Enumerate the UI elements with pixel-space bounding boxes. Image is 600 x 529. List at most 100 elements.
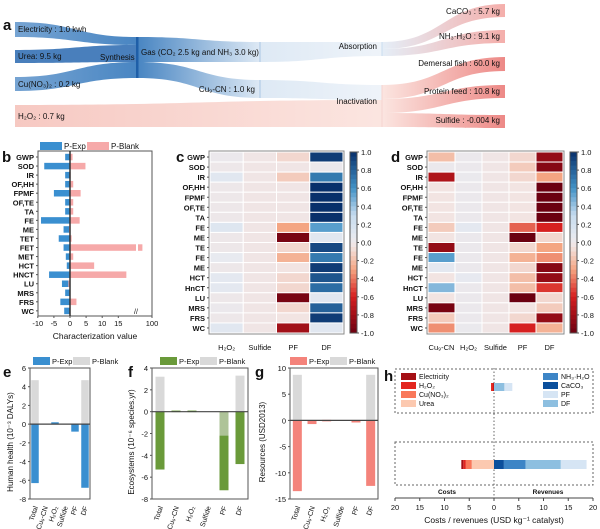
tick-label: -8 (19, 495, 26, 504)
heatmap-cell (209, 221, 244, 233)
heatmap-cell (481, 191, 510, 203)
colorbar-segment (350, 256, 357, 262)
heatmap-cell (242, 312, 277, 324)
legend-swatch (401, 400, 416, 407)
revenue-segment (560, 460, 587, 469)
bar-p-blank (70, 298, 77, 306)
category-label: FRS (19, 298, 34, 307)
heatmap-cell (309, 322, 344, 334)
heatmap-cell (242, 252, 277, 264)
colorbar-segment (350, 201, 357, 207)
colorbar-segment (570, 215, 577, 221)
heatmap-cell (454, 292, 483, 304)
heatmap-cell (454, 181, 483, 193)
category-label: LU (24, 280, 34, 289)
sankey-input-label: Cu(NO₃)₂ : 0.2 kg (18, 80, 80, 89)
tick-label: 20 (589, 503, 597, 512)
heatmap-cell (535, 302, 564, 314)
tick-label: 15 (416, 503, 424, 512)
heatmap-cell (508, 262, 537, 274)
heatmap-cell (427, 242, 456, 254)
heatmap-cell (276, 302, 311, 314)
category-label: FET (20, 244, 35, 253)
row-label: TA (414, 213, 424, 222)
row-label: WC (411, 324, 424, 333)
category-label: HCT (19, 262, 35, 271)
row-label: IR (198, 173, 206, 182)
colorbar-segment (350, 228, 357, 234)
costs-label: Costs (438, 489, 456, 496)
bar-p-exp (31, 424, 39, 484)
bar-p-blank (70, 190, 81, 197)
bar-p-exp (155, 411, 165, 470)
heatmap-cell (242, 161, 277, 173)
row-label: FE (413, 223, 423, 232)
panel-letter-h: h (384, 368, 393, 385)
heatmap-cell (209, 242, 244, 254)
colorbar-segment (350, 210, 357, 216)
row-label: ME (412, 264, 423, 273)
legend-label: P-Blank (111, 142, 140, 151)
heatmap-cell (454, 151, 483, 163)
legend-swatch (401, 391, 416, 398)
axis-break-mark: // (134, 309, 138, 316)
bar-p-blank (70, 235, 72, 242)
legend-swatch-p-exp (40, 142, 62, 150)
colorbar-segment (350, 265, 357, 271)
bar-p-exp (235, 411, 245, 465)
revenue-segment (525, 460, 561, 469)
row-label: TE (195, 244, 205, 253)
tick-label: 2 (144, 386, 148, 395)
colorbar-segment (350, 233, 357, 239)
row-label: FE (413, 254, 423, 263)
column-label: Cu₉-CN (429, 343, 455, 352)
colorbar-segment (570, 256, 577, 262)
heatmap-cell (209, 272, 244, 284)
tick-label: -4 (19, 458, 26, 467)
colorbar-segment (350, 301, 357, 307)
colorbar-segment (570, 296, 577, 302)
heatmap-cell (508, 312, 537, 324)
category-label: ME (23, 225, 34, 234)
revenue-segment (494, 460, 504, 469)
row-label: MRS (188, 304, 205, 313)
legend-swatch-p-exp (33, 357, 50, 365)
bar-p-blank (70, 162, 86, 170)
row-label: GWP (405, 153, 423, 162)
x-axis-title: Characterization value (53, 331, 138, 341)
heatmap-cell (508, 181, 537, 193)
bar-p-exp (58, 235, 70, 242)
category-label: H₂O₂ (185, 505, 197, 523)
colorbar-segment (350, 174, 357, 180)
y-axis-title: Human health (10⁻³ DALYs) (6, 392, 15, 492)
bar-p-blank (70, 180, 74, 188)
row-label: GWP (187, 153, 205, 162)
heatmap-cell (427, 211, 456, 223)
colorbar-segment (570, 301, 577, 307)
sankey-gas-label: Gas (CO₂ 2.5 kg and NH₃ 3.0 kg) (141, 48, 259, 57)
colorbar-segment (350, 165, 357, 171)
sankey-absorption-label: Absorption (339, 42, 377, 51)
bar-p-exp (71, 424, 79, 432)
category-label: MET (18, 253, 34, 262)
colorbar-segment (350, 310, 357, 316)
legend-swatch (543, 391, 558, 398)
colorbar-tick-label: 0.0 (581, 239, 591, 248)
legend-label: P-Exp (64, 142, 86, 151)
heatmap-cell (209, 312, 244, 324)
bar-p-exp (219, 411, 229, 491)
colorbar-segment (350, 242, 357, 248)
flow-sulfide (382, 113, 505, 128)
heatmap-cell (309, 272, 344, 284)
category-label: MRS (17, 289, 34, 298)
heatmap-cell (276, 322, 311, 334)
tick-label: 5 (84, 319, 88, 328)
colorbar-segment (350, 161, 357, 167)
heatmap-cell (276, 262, 311, 274)
sankey-input-label: Urea: 9.5 kg (18, 52, 62, 61)
heatmap-cell (427, 231, 456, 243)
heatmap-cell (209, 161, 244, 173)
heatmap-cell (242, 201, 277, 213)
panel-letter-b: b (2, 149, 11, 166)
row-label: SOD (189, 163, 206, 172)
